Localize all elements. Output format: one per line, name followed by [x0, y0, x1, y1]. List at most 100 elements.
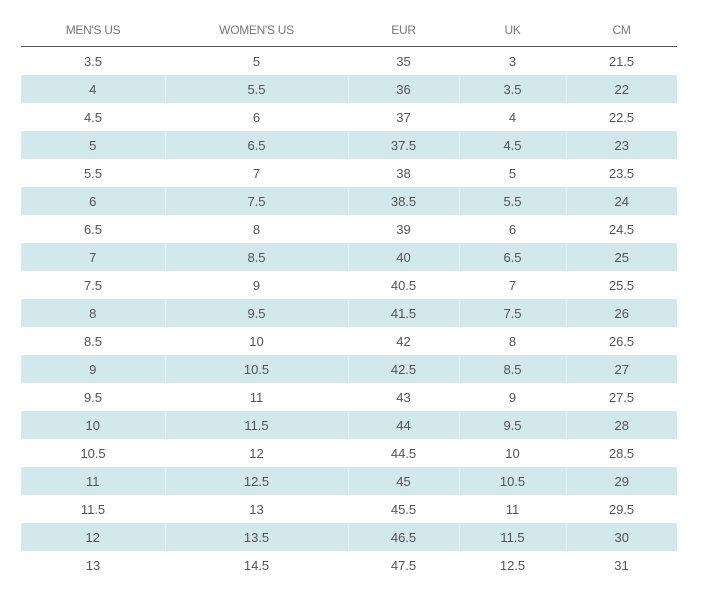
size-cell: 12	[21, 523, 165, 551]
size-cell: 22	[565, 75, 677, 103]
size-cell: 7.5	[458, 299, 566, 327]
size-row: 3.5 5 35 3 21.5	[21, 47, 677, 76]
size-cell: 10	[505, 445, 520, 461]
size-table: MEN'S US WOMEN'S US EUR UK CM 3.5 5 35 3 21.5 4 5.…	[21, 14, 677, 579]
size-cell: 4	[508, 109, 517, 125]
size-row: 8.5 10 42 8 26.5	[21, 327, 677, 355]
size-cell: 4	[21, 75, 165, 103]
size-cell: 3.5	[83, 53, 103, 69]
size-cell: 6.5	[164, 131, 348, 159]
size-cell: 37	[396, 109, 411, 125]
size-cell: 5	[252, 53, 261, 69]
header-row: MEN'S US WOMEN'S US EUR UK CM	[21, 14, 677, 47]
size-cell: 10.5	[458, 467, 566, 495]
size-cell: 38.5	[347, 187, 459, 215]
size-cell: 9.5	[83, 389, 103, 405]
size-cell: 8.5	[164, 243, 348, 271]
size-cell: 11.5	[458, 523, 566, 551]
size-cell: 8	[252, 221, 261, 237]
size-cell: 38	[396, 165, 411, 181]
size-cell: 13	[85, 557, 101, 573]
size-cell: 26.5	[608, 333, 635, 349]
size-cell: 5.5	[83, 165, 103, 181]
column-header: EUR	[348, 14, 459, 47]
size-cell: 47.5	[390, 557, 417, 573]
size-cell: 7	[508, 277, 517, 293]
column-header: WOMEN'S US	[165, 14, 348, 47]
size-cell: 4.5	[83, 109, 103, 125]
size-cell: 27	[565, 355, 677, 383]
size-cell: 23	[565, 131, 677, 159]
size-cell: 10	[21, 411, 165, 439]
size-row: 7 8.5 40 6.5 25	[21, 243, 677, 271]
size-cell: 25.5	[608, 277, 635, 293]
size-cell: 8	[21, 299, 165, 327]
size-row: 7.5 9 40.5 7 25.5	[21, 271, 677, 299]
size-cell: 7	[21, 243, 165, 271]
size-cell: 3.5	[458, 75, 566, 103]
size-cell: 9	[21, 355, 165, 383]
size-cell: 12.5	[499, 557, 526, 573]
size-cell: 46.5	[347, 523, 459, 551]
size-row: 9.5 11 43 9 27.5	[21, 383, 677, 411]
size-cell: 7.5	[83, 277, 103, 293]
size-cell: 8.5	[83, 333, 103, 349]
size-cell: 12	[249, 445, 264, 461]
size-cell: 9.5	[164, 299, 348, 327]
size-cell: 6	[21, 187, 165, 215]
size-cell: 24	[565, 187, 677, 215]
size-cell: 21.5	[608, 53, 635, 69]
size-cell: 43	[396, 389, 411, 405]
size-cell: 11	[249, 389, 264, 405]
size-cell: 13.5	[164, 523, 348, 551]
size-cell: 37.5	[347, 131, 459, 159]
size-cell: 9	[508, 389, 517, 405]
table-body: 3.5 5 35 3 21.5 4 5.5 36 3.5 22 4.5 6 37 4 22.5 5 6.5 37.…	[21, 47, 677, 580]
size-cell: 35	[396, 53, 411, 69]
size-cell: 5	[508, 165, 517, 181]
size-cell: 42	[396, 333, 411, 349]
size-chart: MEN'S US WOMEN'S US EUR UK CM 3.5 5 35 3 21.5 4 5.…	[21, 14, 677, 579]
size-cell: 28	[565, 411, 677, 439]
size-cell: 8	[508, 333, 517, 349]
size-row: 11.5 13 45.5 11 29.5	[21, 495, 677, 523]
size-cell: 27.5	[608, 389, 635, 405]
size-cell: 23.5	[608, 165, 635, 181]
size-row: 6.5 8 39 6 24.5	[21, 215, 677, 243]
size-row: 8 9.5 41.5 7.5 26	[21, 299, 677, 327]
size-cell: 45	[347, 467, 459, 495]
size-row: 12 13.5 46.5 11.5 30	[21, 523, 677, 551]
size-cell: 5.5	[458, 187, 566, 215]
size-row: 11 12.5 45 10.5 29	[21, 467, 677, 495]
size-cell: 30	[565, 523, 677, 551]
column-header: MEN'S US	[21, 14, 165, 47]
size-cell: 31	[614, 557, 629, 573]
size-cell: 4.5	[458, 131, 566, 159]
size-cell: 44.5	[390, 445, 417, 461]
size-cell: 40	[347, 243, 459, 271]
size-cell: 13	[249, 501, 264, 517]
size-row: 4.5 6 37 4 22.5	[21, 103, 677, 131]
size-cell: 24.5	[608, 221, 635, 237]
size-cell: 44	[347, 411, 459, 439]
size-cell: 7	[252, 165, 261, 181]
size-row: 13 14.5 47.5 12.5 31	[21, 551, 677, 579]
size-cell: 9	[252, 277, 261, 293]
size-cell: 39	[396, 221, 411, 237]
size-cell: 11.5	[80, 501, 106, 517]
size-cell: 40.5	[390, 277, 417, 293]
size-cell: 22.5	[608, 109, 635, 125]
size-cell: 26	[565, 299, 677, 327]
size-cell: 5.5	[164, 75, 348, 103]
size-cell: 29	[565, 467, 677, 495]
size-row: 10.5 12 44.5 10 28.5	[21, 439, 677, 467]
size-cell: 28.5	[608, 445, 635, 461]
size-cell: 45.5	[390, 501, 417, 517]
size-cell: 11.5	[164, 411, 348, 439]
size-cell: 29.5	[608, 501, 635, 517]
column-header: UK	[459, 14, 566, 47]
size-cell: 6.5	[458, 243, 566, 271]
size-cell: 11	[21, 467, 165, 495]
size-cell: 36	[347, 75, 459, 103]
size-row: 5.5 7 38 5 23.5	[21, 159, 677, 187]
